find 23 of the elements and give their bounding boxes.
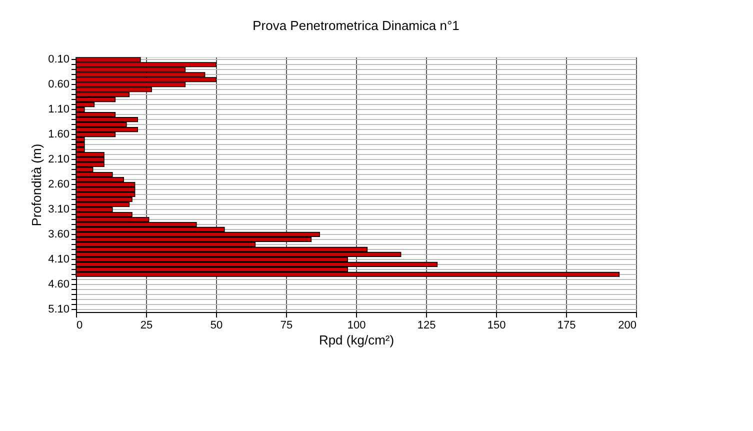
y-tick-label: 4.10: [48, 253, 70, 266]
x-axis-title: Rpd (kg/cm²): [318, 332, 394, 348]
y-tick-label: 2.60: [48, 178, 70, 190]
x-tick-label: 25: [140, 320, 153, 332]
x-tick-label: 0: [76, 320, 83, 332]
x-tick-label: 175: [557, 320, 576, 332]
y-tick-label: 3.10: [48, 203, 70, 216]
x-tick-label: 50: [210, 320, 223, 332]
y-tick-label: 1.10: [48, 104, 70, 116]
y-tick-label: 5.10: [48, 303, 70, 316]
x-tick-label: 75: [280, 320, 293, 332]
y-tick-label: 4.60: [48, 278, 70, 290]
y-tick-label: 2.10: [48, 154, 70, 166]
y-axis-title: Profondità (m): [29, 144, 44, 226]
x-tick-label: 150: [487, 320, 506, 332]
x-tick-label: 200: [618, 320, 636, 332]
x-tick-label: 100: [347, 320, 366, 332]
y-tick-label: 0.60: [48, 78, 70, 91]
y-tick-label: 0.10: [48, 54, 70, 66]
y-tick-label: 3.60: [48, 228, 70, 240]
y-tick-label: 1.60: [48, 128, 70, 141]
chart-title: Prova Penetrometrica Dinamica n°1: [252, 18, 460, 34]
x-tick-label: 125: [417, 320, 436, 332]
